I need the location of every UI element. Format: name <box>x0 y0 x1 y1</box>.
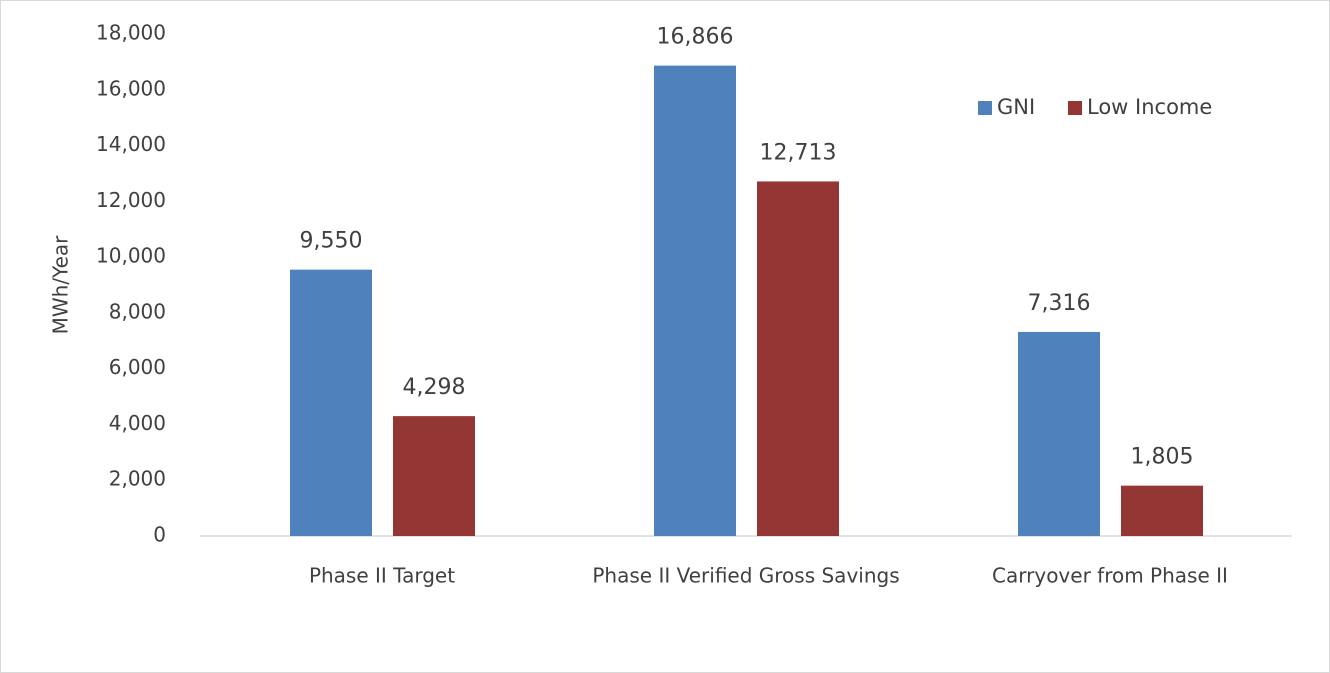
y-tick-label: 6,000 <box>109 355 166 379</box>
bar <box>757 181 839 537</box>
value-label: 12,713 <box>760 140 837 165</box>
legend-label: Low Income <box>1087 95 1212 119</box>
y-tick-label: 12,000 <box>96 188 166 212</box>
bar <box>393 416 475 536</box>
y-tick-label: 16,000 <box>96 76 166 100</box>
legend-swatch <box>1068 101 1082 115</box>
y-tick-label: 10,000 <box>96 244 166 268</box>
legend-label: GNI <box>997 95 1035 119</box>
bar <box>1121 485 1203 536</box>
value-label: 7,316 <box>1028 291 1091 316</box>
y-tick-label: 2,000 <box>109 467 166 491</box>
y-tick-label: 14,000 <box>96 132 166 156</box>
y-axis-label: MWh/Year <box>49 235 73 335</box>
value-label: 1,805 <box>1131 445 1194 470</box>
y-tick-label: 18,000 <box>96 21 166 45</box>
bar <box>654 65 736 536</box>
value-label: 9,550 <box>300 229 363 254</box>
y-tick-label: 4,000 <box>109 411 166 435</box>
x-tick-label: Carryover from Phase II <box>992 564 1228 588</box>
bar <box>1018 331 1100 536</box>
value-label: 4,298 <box>403 375 466 400</box>
x-tick-label: Phase II Verified Gross Savings <box>592 564 899 588</box>
y-tick-label: 8,000 <box>109 299 166 323</box>
y-tick-label: 0 <box>153 523 166 547</box>
value-label: 16,866 <box>657 25 734 50</box>
x-tick-label: Phase II Target <box>309 564 455 588</box>
bar <box>290 269 372 536</box>
legend-swatch <box>978 101 992 115</box>
